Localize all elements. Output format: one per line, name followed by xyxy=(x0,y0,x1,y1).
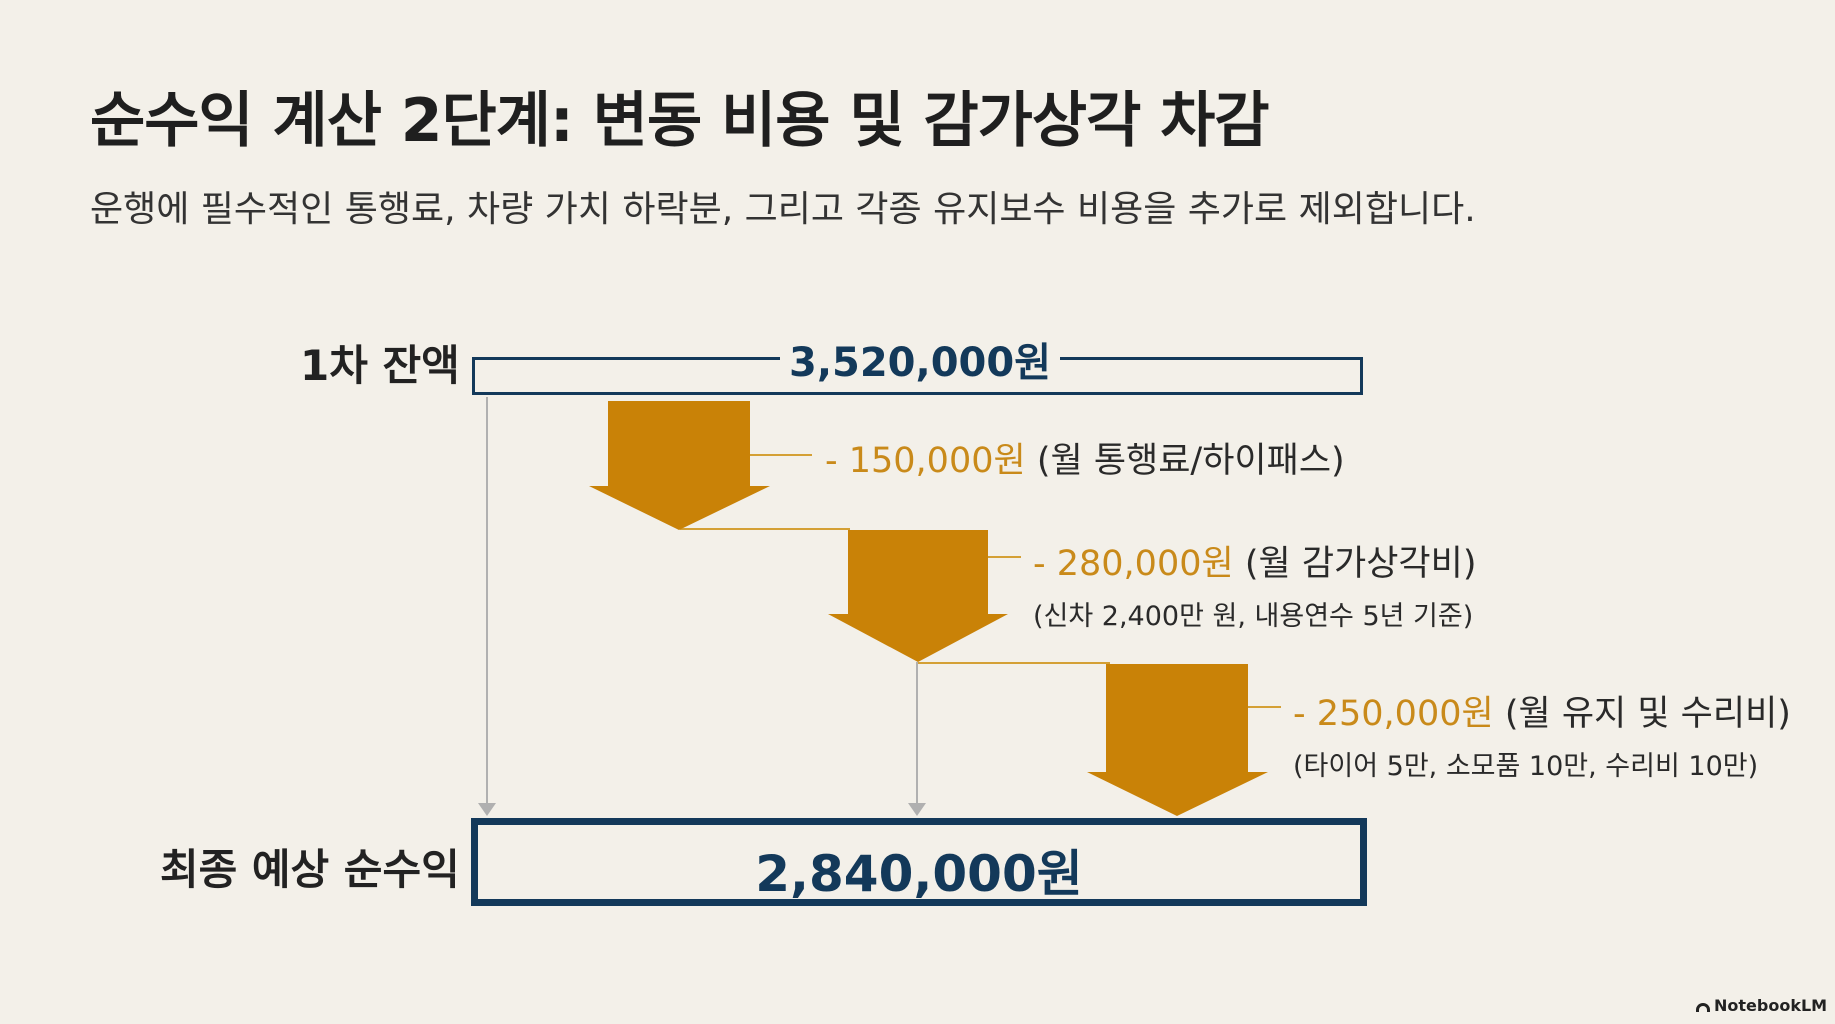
final-net-income-label: 최종 예상 순수익 xyxy=(160,845,460,894)
start-balance-label: 1차 잔액 xyxy=(300,341,460,390)
deduction-3-line: - 250,000원 (월 유지 및 수리비) xyxy=(1293,685,1791,736)
flow-lines xyxy=(680,528,1110,664)
start-balance-value: 3,520,000원 xyxy=(780,330,1060,388)
deduction-arrow-3 xyxy=(1087,664,1268,816)
deduction-1-amount: - 150,000원 xyxy=(825,441,1026,481)
deduction-2-note: (신차 2,400만 원, 내용연수 5년 기준) xyxy=(1033,601,1474,632)
deduction-arrows xyxy=(589,401,1268,816)
deduction-arrow-1 xyxy=(589,401,770,530)
deduction-1-line: - 150,000원 (월 통행료/하이패스) xyxy=(825,432,1345,483)
brand-label: NotebookLM xyxy=(1714,996,1828,1015)
connector-middle-arrowhead xyxy=(908,803,926,816)
deduction-2-desc: (월 감가상각비) xyxy=(1244,544,1477,584)
deduction-3: - 250,000원 (월 유지 및 수리비) (타이어 5만, 소모품 10만… xyxy=(1293,685,1791,783)
deduction-1: - 150,000원 (월 통행료/하이패스) xyxy=(825,432,1345,483)
page-title: 순수익 계산 2단계: 변동 비용 및 감가상각 차감 xyxy=(90,86,1270,156)
brand-watermark: NotebookLM xyxy=(1696,996,1827,1015)
deduction-2-line: - 280,000원 (월 감가상각비) xyxy=(1033,535,1476,586)
deduction-arrow-2 xyxy=(828,530,1008,662)
final-net-income-box xyxy=(471,818,1367,906)
connector-left-arrowhead xyxy=(478,803,496,816)
deduction-2: - 280,000원 (월 감가상각비) (신차 2,400만 원, 내용연수 … xyxy=(1033,535,1476,633)
leader-lines xyxy=(750,454,1281,708)
connector-lines xyxy=(478,397,926,816)
final-net-income-value: 2,840,000원 xyxy=(755,845,1083,903)
deduction-2-amount: - 280,000원 xyxy=(1033,544,1234,584)
deduction-1-desc: (월 통행료/하이패스) xyxy=(1036,441,1345,481)
deduction-3-desc: (월 유지 및 수리비) xyxy=(1504,694,1791,734)
page-subtitle: 운행에 필수적인 통행료, 차량 가치 하락분, 그리고 각종 유지보수 비용을… xyxy=(90,189,1476,230)
notebooklm-logo-icon xyxy=(1696,1003,1710,1012)
deduction-3-amount: - 250,000원 xyxy=(1293,694,1494,734)
deduction-3-note: (타이어 5만, 소모품 10만, 수리비 10만) xyxy=(1293,751,1759,782)
